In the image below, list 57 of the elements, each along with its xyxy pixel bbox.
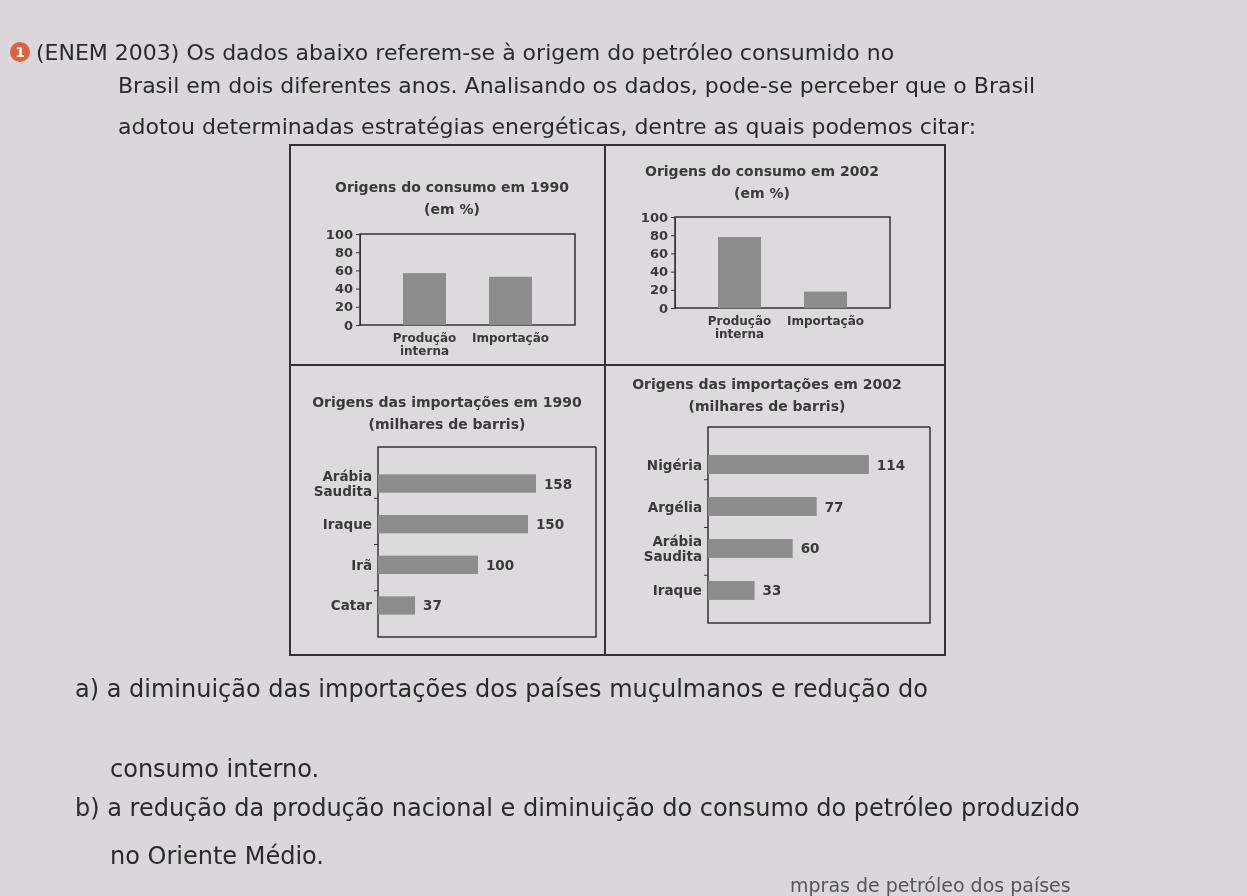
y-tick-label: Nigéria xyxy=(646,456,702,473)
data-label: 158 xyxy=(543,475,573,492)
text: Brasil em dois diferentes anos. Analisando os dados, pode-se perceber que o Brasil xyxy=(118,73,1036,98)
y-tick-label: 100 xyxy=(325,226,353,242)
y-tick-label: Arábia Saudita xyxy=(643,533,702,564)
x-tick-label: Importação xyxy=(786,314,865,328)
y-tick-label: Catar xyxy=(330,597,373,614)
chart-subtitle: (milhares de barris) xyxy=(688,398,846,414)
y-tick-label: Iraque xyxy=(322,516,372,533)
text: mpras de petróleo dos países xyxy=(790,874,1071,896)
y-tick-label: 80 xyxy=(334,244,353,260)
y-tick-label: 80 xyxy=(649,227,668,243)
data-label: 60 xyxy=(800,540,820,557)
bar xyxy=(708,497,817,516)
chart-title: Origens das importações em 1990 xyxy=(312,394,583,410)
y-tick-label: Irã xyxy=(351,556,372,573)
data-label: 114 xyxy=(876,456,906,473)
data-label: 37 xyxy=(422,597,442,614)
y-tick-label: 40 xyxy=(334,281,353,297)
bar xyxy=(708,539,793,558)
chart-subtitle: (milhares de barris) xyxy=(368,416,526,432)
y-tick-label: 20 xyxy=(649,282,668,298)
chart-title: Origens das importações em 2002 xyxy=(632,376,902,392)
y-tick-label: 20 xyxy=(334,299,353,315)
y-tick-label: Argélia xyxy=(647,498,702,515)
y-tick-label: 40 xyxy=(649,264,668,280)
y-tick-label: 100 xyxy=(640,209,668,225)
bar xyxy=(378,596,415,615)
y-tick-label: Iraque xyxy=(652,582,702,599)
text: a) a diminuição das importações dos países muçulmanos e redução do xyxy=(75,675,929,703)
bar xyxy=(378,555,478,574)
y-tick-label: 0 xyxy=(658,300,668,316)
data-label: 77 xyxy=(824,498,844,515)
x-tick-label: Produção interna xyxy=(707,314,772,342)
text: (ENEM 2003) Os dados abaixo referem-se à origem do petróleo consumido no xyxy=(36,40,895,65)
text: b) a redução da produção nacional e diminuição do consumo do petróleo produzido xyxy=(75,794,1080,822)
data-label: 150 xyxy=(535,516,565,533)
bar xyxy=(708,581,755,600)
bar xyxy=(378,515,528,534)
x-tick-label: Importação xyxy=(471,331,550,345)
x-tick-label: Produção interna xyxy=(392,331,457,359)
text: adotou determinadas estratégias energéticas, dentre as quais podemos citar: xyxy=(118,114,977,139)
y-tick-label: 60 xyxy=(334,263,353,279)
chart-subtitle: (em %) xyxy=(424,201,480,217)
data-label: 100 xyxy=(485,556,515,573)
text: no Oriente Médio. xyxy=(110,842,324,870)
chart-title: Origens do consumo em 2002 xyxy=(645,163,879,179)
text: 1 xyxy=(15,44,25,60)
y-tick-label: Arábia Saudita xyxy=(313,468,372,499)
chart-subtitle: (em %) xyxy=(734,185,790,201)
data-label: 33 xyxy=(762,582,782,599)
y-tick-label: 0 xyxy=(343,317,353,333)
bar xyxy=(378,474,536,493)
chart-title: Origens do consumo em 1990 xyxy=(335,179,570,195)
bar xyxy=(708,455,869,474)
y-tick-label: 60 xyxy=(649,246,668,262)
text: consumo interno. xyxy=(110,755,320,783)
